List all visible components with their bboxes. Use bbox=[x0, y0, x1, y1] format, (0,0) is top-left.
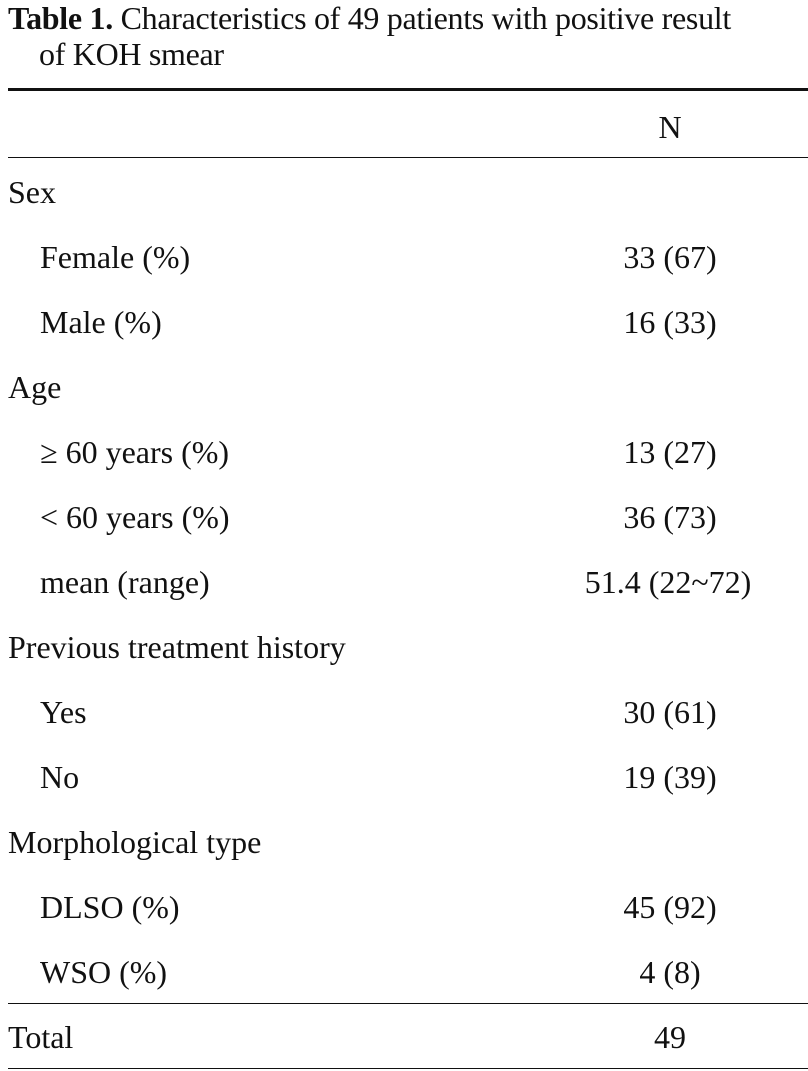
row-label: Female (%) bbox=[40, 239, 191, 275]
row-label: WSO (%) bbox=[40, 954, 168, 990]
table-row: Yes 30 (61) bbox=[8, 692, 808, 732]
total-label: Total bbox=[8, 1019, 74, 1055]
table-top-rule bbox=[8, 88, 808, 91]
table-row-section: Sex bbox=[8, 172, 808, 212]
row-value: 4 (8) bbox=[639, 954, 701, 990]
header-rule bbox=[8, 157, 808, 158]
row-label: Previous treatment history bbox=[8, 629, 346, 665]
total-rule bbox=[8, 1003, 808, 1004]
table-bottom-rule bbox=[8, 1068, 808, 1069]
table-row: DLSO (%) 45 (92) bbox=[8, 887, 808, 927]
table-caption: Table 1. Characteristics of 49 patients … bbox=[8, 0, 808, 72]
row-value: 33 (67) bbox=[623, 239, 717, 275]
row-label: Yes bbox=[40, 694, 87, 730]
table-row: Female (%) 33 (67) bbox=[8, 237, 808, 277]
row-label: Sex bbox=[8, 174, 56, 210]
table-row: No 19 (39) bbox=[8, 757, 808, 797]
table-row: < 60 years (%) 36 (73) bbox=[8, 497, 808, 537]
table-row-section: Previous treatment history bbox=[8, 627, 808, 667]
table-row-section: Age bbox=[8, 367, 808, 407]
table-row: mean (range) 51.4 (22~72) bbox=[8, 562, 808, 602]
table-row-section: Morphological type bbox=[8, 822, 808, 862]
total-value: 49 bbox=[654, 1019, 686, 1055]
row-label: Morphological type bbox=[8, 824, 262, 860]
row-label: ≥ 60 years (%) bbox=[40, 434, 230, 470]
row-label: mean (range) bbox=[40, 564, 210, 600]
row-value: 36 (73) bbox=[623, 499, 717, 535]
row-label: Male (%) bbox=[40, 304, 162, 340]
row-label: DLSO (%) bbox=[40, 889, 180, 925]
caption-label: Table 1. bbox=[8, 0, 113, 36]
table-row: Male (%) 16 (33) bbox=[8, 302, 808, 342]
caption-text-line2: of KOH smear bbox=[39, 36, 224, 72]
row-value: 13 (27) bbox=[623, 434, 717, 470]
caption-text-line1: Characteristics of 49 patients with posi… bbox=[112, 0, 732, 36]
row-value: 30 (61) bbox=[623, 694, 717, 730]
table-row-total: Total 49 bbox=[8, 1017, 808, 1057]
table-row: ≥ 60 years (%) 13 (27) bbox=[8, 432, 808, 472]
row-value: 16 (33) bbox=[623, 304, 717, 340]
row-value: 51.4 (22~72) bbox=[584, 564, 752, 600]
row-value: 19 (39) bbox=[623, 759, 717, 795]
row-label: Age bbox=[8, 369, 62, 405]
row-label: No bbox=[40, 759, 80, 795]
row-value: 45 (92) bbox=[623, 889, 717, 925]
row-label: < 60 years (%) bbox=[40, 499, 230, 535]
table-row: WSO (%) 4 (8) bbox=[8, 952, 808, 992]
column-header-n: N bbox=[658, 109, 682, 145]
